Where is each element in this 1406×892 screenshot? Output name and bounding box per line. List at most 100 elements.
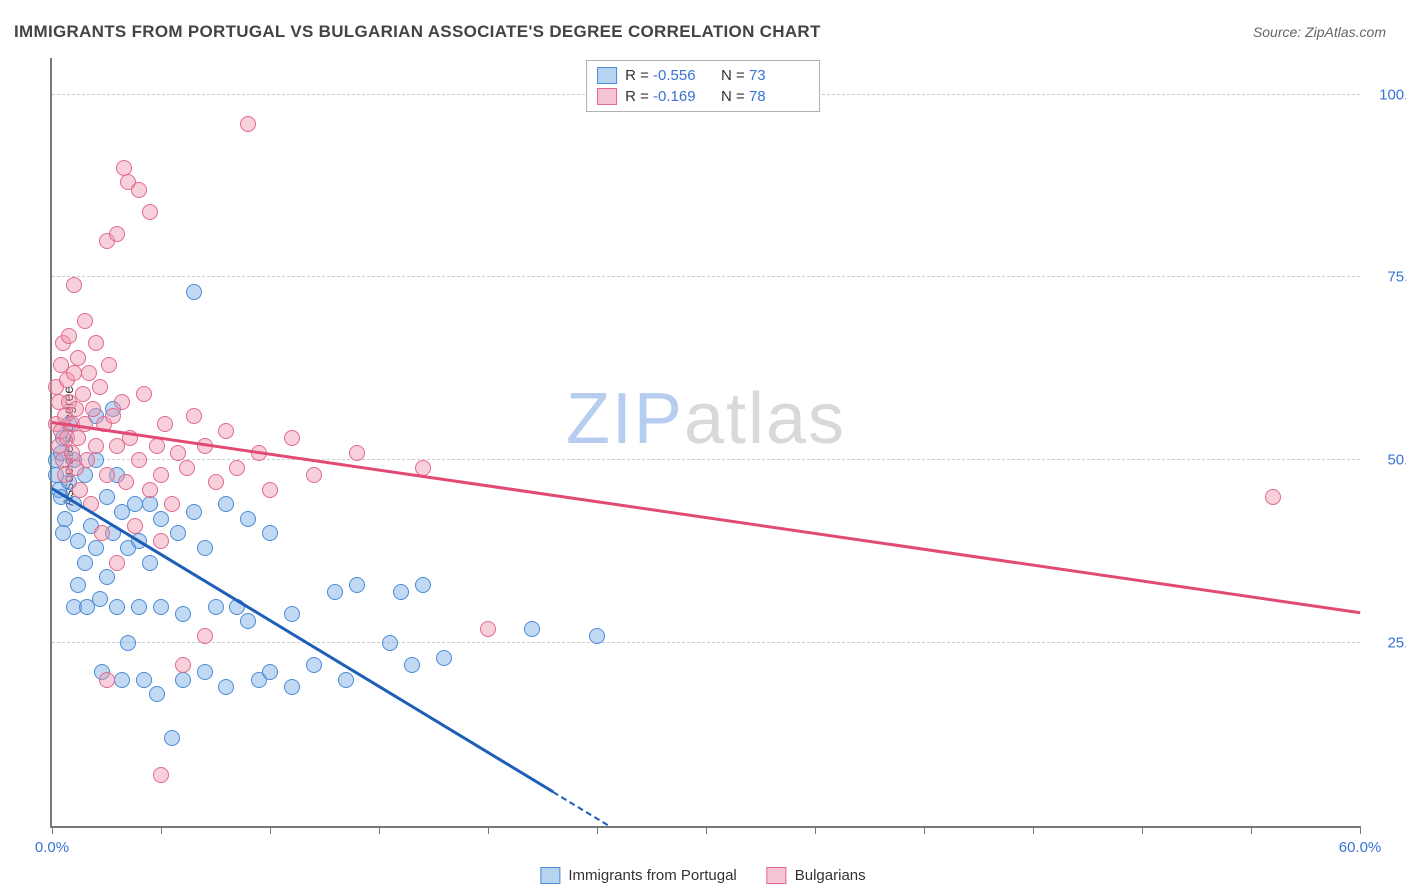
data-point <box>64 445 80 461</box>
legend-item: Bulgarians <box>767 867 866 884</box>
data-point <box>99 467 115 483</box>
data-point <box>197 628 213 644</box>
data-point <box>240 116 256 132</box>
data-point <box>142 482 158 498</box>
y-tick-label: 75.0% <box>1370 269 1406 286</box>
x-tick <box>161 826 162 834</box>
legend-n-text: N = 73 <box>721 67 809 84</box>
x-tick <box>379 826 380 834</box>
data-point <box>306 657 322 673</box>
data-point <box>327 584 343 600</box>
data-point <box>338 672 354 688</box>
data-point <box>393 584 409 600</box>
data-point <box>136 386 152 402</box>
data-point <box>175 606 191 622</box>
data-point <box>94 525 110 541</box>
data-point <box>218 423 234 439</box>
series-legend: Immigrants from Portugal Bulgarians <box>534 867 871 884</box>
data-point <box>153 467 169 483</box>
data-point <box>99 569 115 585</box>
data-point <box>66 277 82 293</box>
data-point <box>284 679 300 695</box>
gridline <box>52 642 1360 643</box>
x-tick <box>488 826 489 834</box>
scatter-plot-area: ZIPatlas 25.0%50.0%75.0%100.0%0.0%60.0% <box>50 58 1360 828</box>
data-point <box>70 577 86 593</box>
data-point <box>197 664 213 680</box>
watermark: ZIPatlas <box>566 378 846 460</box>
data-point <box>186 408 202 424</box>
data-point <box>404 657 420 673</box>
data-point <box>99 672 115 688</box>
data-point <box>88 540 104 556</box>
data-point <box>75 386 91 402</box>
data-point <box>99 489 115 505</box>
x-tick <box>1142 826 1143 834</box>
data-point <box>164 730 180 746</box>
data-point <box>77 416 93 432</box>
trend-line <box>553 791 609 826</box>
y-tick-label: 50.0% <box>1370 452 1406 469</box>
data-point <box>131 182 147 198</box>
data-point <box>524 621 540 637</box>
data-point <box>118 474 134 490</box>
data-point <box>1265 489 1281 505</box>
data-point <box>81 365 97 381</box>
data-point <box>120 635 136 651</box>
data-point <box>142 555 158 571</box>
x-tick <box>52 826 53 834</box>
data-point <box>349 445 365 461</box>
data-point <box>175 672 191 688</box>
data-point <box>208 599 224 615</box>
x-tick <box>815 826 816 834</box>
data-point <box>109 599 125 615</box>
legend-row: R = -0.169N = 78 <box>597 86 809 107</box>
data-point <box>109 555 125 571</box>
legend-swatch <box>597 88 617 105</box>
watermark-suffix: atlas <box>684 379 846 459</box>
data-point <box>127 518 143 534</box>
x-tick <box>270 826 271 834</box>
data-point <box>77 313 93 329</box>
legend-label: Immigrants from Portugal <box>568 867 736 884</box>
data-point <box>153 599 169 615</box>
data-point <box>208 474 224 490</box>
data-point <box>131 599 147 615</box>
data-point <box>179 460 195 476</box>
gridline <box>52 459 1360 460</box>
data-point <box>186 284 202 300</box>
data-point <box>262 664 278 680</box>
data-point <box>229 460 245 476</box>
legend-r-text: R = -0.169 <box>625 88 713 105</box>
data-point <box>55 525 71 541</box>
data-point <box>153 511 169 527</box>
x-tick <box>1251 826 1252 834</box>
data-point <box>70 533 86 549</box>
data-point <box>218 496 234 512</box>
data-point <box>157 416 173 432</box>
data-point <box>589 628 605 644</box>
data-point <box>57 511 73 527</box>
data-point <box>116 160 132 176</box>
data-point <box>109 226 125 242</box>
data-point <box>88 335 104 351</box>
data-point <box>262 525 278 541</box>
data-point <box>197 540 213 556</box>
data-point <box>127 496 143 512</box>
data-point <box>70 350 86 366</box>
x-tick-label: 60.0% <box>1339 839 1382 856</box>
data-point <box>72 482 88 498</box>
data-point <box>105 408 121 424</box>
data-point <box>70 430 86 446</box>
data-point <box>306 467 322 483</box>
legend-swatch <box>540 867 560 884</box>
data-point <box>262 482 278 498</box>
data-point <box>114 394 130 410</box>
data-point <box>170 445 186 461</box>
data-point <box>149 438 165 454</box>
gridline <box>52 276 1360 277</box>
legend-label: Bulgarians <box>795 867 866 884</box>
x-tick <box>597 826 598 834</box>
watermark-prefix: ZIP <box>566 379 684 459</box>
x-tick <box>1033 826 1034 834</box>
